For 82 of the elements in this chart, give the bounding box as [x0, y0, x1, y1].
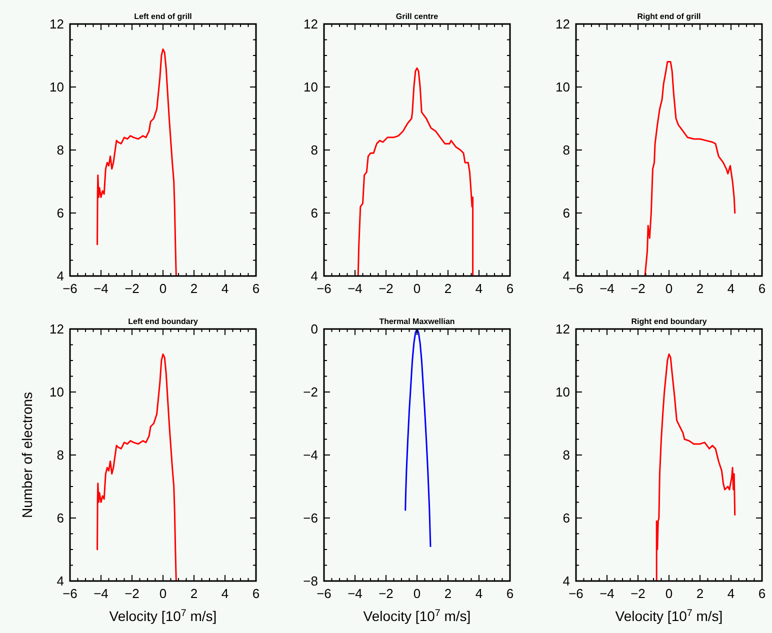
y-tick-label: 4: [56, 268, 64, 284]
y-tick-label: 10: [50, 80, 64, 94]
y-tick-label: 12: [304, 16, 318, 32]
y-tick-label: 10: [556, 384, 570, 400]
x-tick-label: 6: [252, 281, 260, 296]
x-tick-label: 6: [758, 281, 766, 296]
line-series: [357, 67, 474, 276]
y-tick-label: −8: [303, 574, 318, 588]
x-tick-label: 0: [159, 281, 167, 296]
x-tick-label: 2: [190, 281, 198, 296]
x-tick-label: 2: [696, 281, 704, 296]
x-tick-label: −2: [124, 281, 140, 296]
y-tick-label: −4: [303, 448, 318, 462]
chart-title: Right end boundary: [631, 317, 708, 326]
y-tick-label: −6: [303, 510, 318, 526]
x-tick-label: −4: [94, 281, 108, 296]
y-tick-label: 10: [50, 384, 64, 400]
x-tick-label: −4: [600, 586, 614, 601]
x-tick-label: 0: [665, 281, 673, 296]
line-series: [404, 329, 432, 548]
x-tick-label: 6: [506, 281, 514, 296]
chart-title: Right end of grill: [637, 12, 701, 21]
y-tick-label: 0: [310, 322, 318, 336]
x-tick-label: 2: [696, 586, 704, 601]
y-tick-label: 12: [556, 322, 570, 336]
x-axis-title: Velocity [10$^{7}$ m/s]: [109, 608, 217, 624]
x-tick-label: 4: [727, 281, 735, 296]
x-tick-label: −4: [348, 586, 362, 601]
x-tick-label: −2: [378, 586, 394, 601]
x-tick-label: 6: [758, 586, 766, 601]
x-tick-label: 4: [475, 281, 483, 296]
x-tick-label: 6: [252, 586, 260, 601]
x-tick-label: −2: [378, 281, 394, 296]
line-series: [656, 353, 736, 581]
x-tick-label: −4: [348, 281, 362, 296]
y-tick-label: 6: [56, 206, 64, 220]
y-tick-label: 4: [310, 268, 318, 284]
y-tick-label: 4: [56, 574, 64, 588]
chart-title: Left end boundary: [128, 317, 198, 326]
x-tick-label: −2: [630, 281, 646, 296]
y-tick-label: 12: [50, 16, 64, 32]
y-tick-label: 10: [304, 80, 318, 94]
y-tick-label: 12: [556, 16, 570, 32]
line-series: [96, 48, 177, 276]
x-tick-label: 2: [190, 586, 198, 601]
y-tick-label: 4: [562, 574, 570, 588]
y-tick-label: 6: [562, 510, 570, 526]
y-tick-label: 8: [56, 448, 64, 462]
y-tick-label: 8: [310, 142, 318, 158]
chart-title: Left end of grill: [134, 12, 192, 21]
y-tick-label: 12: [50, 322, 64, 336]
y-tick-label: 6: [562, 206, 570, 220]
y-tick-label: 8: [562, 448, 570, 462]
y-axis-title: Number of electrons: [19, 392, 35, 518]
x-tick-label: 0: [413, 586, 421, 601]
x-tick-label: 0: [665, 586, 673, 601]
x-tick-label: 4: [475, 586, 483, 601]
y-tick-label: 8: [56, 142, 64, 158]
y-tick-label: 8: [562, 142, 570, 158]
y-tick-label: −2: [303, 384, 318, 400]
y-tick-label: 6: [56, 510, 64, 526]
x-tick-label: −2: [124, 586, 140, 601]
y-tick-label: 4: [562, 268, 570, 284]
x-tick-label: −2: [630, 586, 646, 601]
x-axis-title: Velocity [10$^{7}$ m/s]: [615, 608, 723, 624]
x-tick-label: 0: [413, 281, 421, 296]
x-tick-label: 4: [221, 281, 229, 296]
x-tick-label: 2: [444, 281, 452, 296]
x-tick-label: −4: [94, 586, 108, 601]
x-tick-label: 6: [506, 586, 514, 601]
chart-title: Thermal Maxwellian: [379, 317, 455, 326]
x-axis-title: Velocity [10$^{7}$ m/s]: [363, 608, 471, 624]
x-tick-label: 0: [159, 586, 167, 601]
x-tick-label: −4: [600, 281, 614, 296]
y-tick-label: 10: [556, 80, 570, 94]
x-tick-label: 4: [727, 586, 735, 601]
y-tick-label: 6: [310, 206, 318, 220]
line-series: [96, 353, 177, 581]
line-series: [644, 61, 736, 276]
x-tick-label: 4: [221, 586, 229, 601]
x-tick-label: 2: [444, 586, 452, 601]
chart-title: Grill centre: [396, 12, 439, 21]
